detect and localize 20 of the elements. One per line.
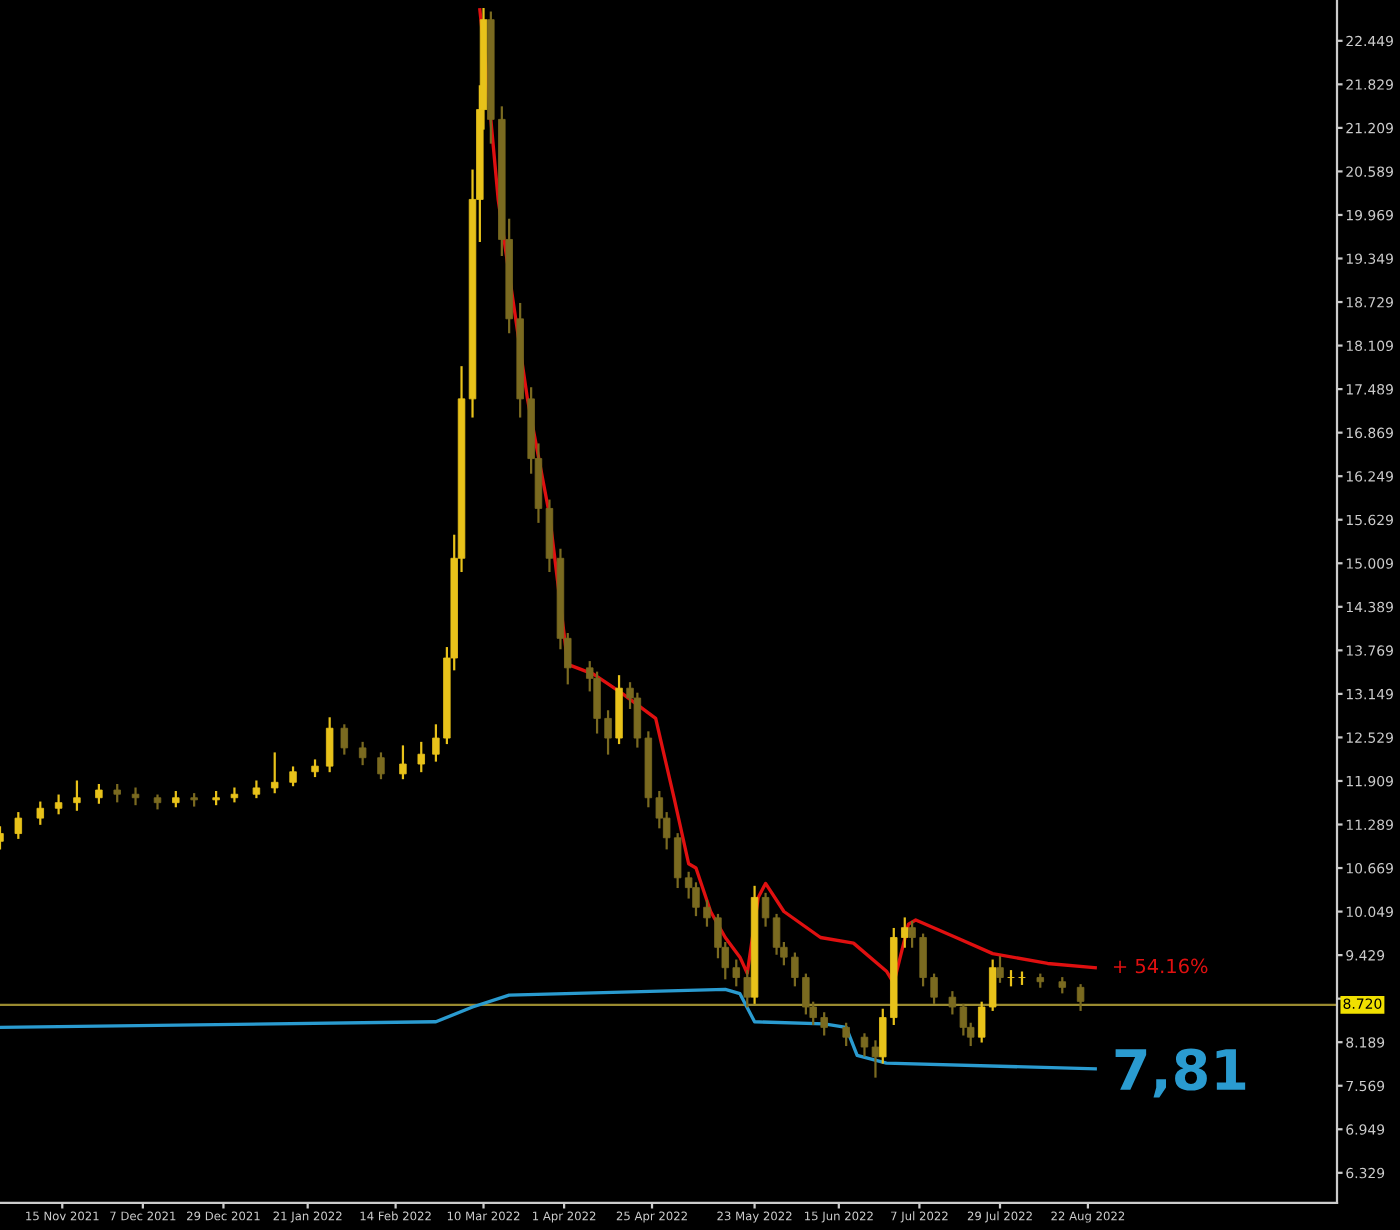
candlestick: [377, 752, 385, 780]
candlestick: [230, 787, 239, 803]
candlestick: [996, 956, 1004, 983]
candlestick: [860, 1033, 869, 1057]
candlestick: [358, 741, 367, 766]
candlestick: [842, 1022, 850, 1047]
candlestick: [54, 794, 63, 815]
candlestick: [271, 752, 279, 794]
candlestick: [73, 780, 81, 811]
candlestick: [871, 1040, 880, 1078]
candlestick: [36, 801, 45, 825]
candlestick: [1076, 984, 1085, 1011]
line-series: [0, 987, 1097, 1071]
candlestick: [399, 745, 407, 780]
annotation: 7,81: [1115, 1048, 1246, 1098]
candlestick: [340, 724, 349, 755]
candlestick: [325, 717, 334, 773]
candlestick: [417, 741, 425, 773]
candlestick: [14, 812, 23, 839]
annotation: + 54.16%: [1113, 958, 1208, 974]
